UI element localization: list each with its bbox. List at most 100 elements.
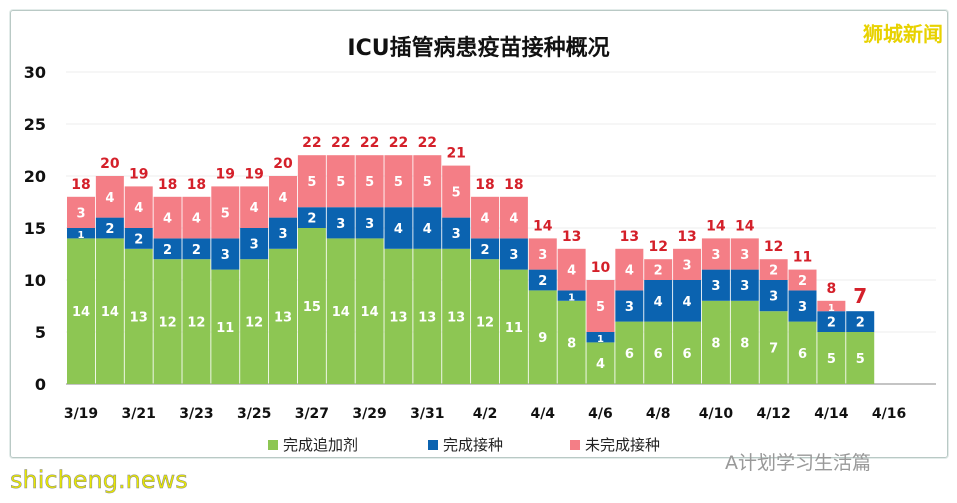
segment-label: 3: [740, 279, 749, 294]
segment-label: 3: [76, 206, 85, 221]
segment-label: 1: [597, 334, 604, 345]
segment-label: 13: [274, 310, 292, 325]
total-label: 18: [187, 177, 206, 193]
total-label: 20: [100, 156, 120, 172]
x-tick-label: 4/10: [699, 406, 734, 422]
segment-label: 3: [336, 217, 345, 232]
bar-segment: [701, 269, 730, 301]
bar-segment: [759, 311, 788, 384]
bar-segment: [701, 238, 730, 270]
segment-label: 11: [505, 321, 523, 336]
bar-segment: [644, 259, 673, 280]
total-label: 22: [418, 135, 437, 151]
segment-label: 5: [307, 175, 316, 190]
bar-segment: [673, 248, 702, 280]
total-label: 14: [533, 218, 553, 234]
segment-label: 6: [625, 347, 634, 362]
legend-swatch: [268, 439, 278, 450]
bar-segment: [644, 321, 673, 384]
segment-label: 14: [101, 305, 119, 320]
total-label: 22: [302, 135, 321, 151]
bar-segment: [153, 259, 182, 384]
segment-label: 8: [567, 336, 576, 351]
bar-segment: [413, 207, 442, 249]
segment-label: 4: [625, 264, 634, 279]
total-label: 14: [706, 218, 726, 234]
x-tick-label: 3/27: [295, 406, 329, 422]
bar-segment: [557, 300, 586, 384]
y-tick-label: 15: [24, 219, 46, 238]
bar-segment: [471, 238, 500, 260]
bar-segment: [730, 300, 759, 384]
total-label: 19: [216, 166, 235, 182]
bar-segment: [557, 248, 586, 291]
x-tick-label: 3/23: [179, 406, 213, 422]
bar-segment: [153, 238, 182, 260]
bar-segment: [95, 217, 124, 239]
segment-label: 4: [683, 295, 692, 310]
bar-segment: [442, 248, 471, 384]
segment-label: 3: [798, 300, 807, 315]
legend-swatch: [570, 439, 580, 450]
bar-segment: [326, 155, 355, 208]
bar-segment: [124, 228, 153, 249]
bar-segment: [297, 228, 326, 384]
x-tick-label: 4/6: [588, 406, 613, 422]
legend-label: 完成接种: [443, 436, 504, 454]
bar-segment: [355, 155, 384, 208]
bar-segment: [153, 196, 182, 239]
segment-label: 2: [163, 243, 172, 258]
segment-label: 14: [72, 305, 90, 320]
segment-label: 3: [711, 248, 720, 263]
segment-label: 3: [769, 290, 778, 305]
segment-label: 3: [711, 279, 720, 294]
y-tick-label: 10: [24, 271, 46, 290]
bar-segment: [297, 207, 326, 228]
segment-label: 12: [187, 316, 205, 331]
total-label: 8: [826, 281, 836, 297]
segment-label: 1: [828, 303, 835, 314]
total-label: 19: [129, 166, 148, 182]
legend-item-booster: 完成追加剂: [268, 434, 358, 455]
bar-segment: [499, 269, 528, 384]
segment-label: 2: [654, 264, 663, 279]
segment-label: 9: [538, 331, 547, 346]
segment-label: 5: [365, 175, 374, 190]
brand-logo: 狮城新闻: [863, 22, 943, 46]
bar-segment: [528, 269, 557, 291]
bar-segment: [817, 332, 846, 384]
bar-segment: [355, 238, 384, 384]
bar-segment: [846, 311, 875, 332]
segment-label: 12: [159, 316, 177, 331]
bar-segment: [67, 228, 95, 239]
segment-label: 3: [509, 248, 518, 263]
segment-label: 2: [856, 316, 865, 331]
total-label: 10: [591, 260, 611, 276]
segment-label: 5: [394, 175, 403, 190]
total-label: 22: [331, 135, 350, 151]
bar-segment: [499, 196, 528, 239]
segment-label: 2: [105, 222, 114, 237]
segment-label: 3: [683, 258, 692, 273]
total-label: 18: [71, 177, 90, 193]
bar-segment: [586, 342, 615, 384]
segment-label: 5: [856, 352, 865, 367]
segment-label: 6: [683, 347, 692, 362]
y-tick-label: 5: [35, 323, 46, 342]
bar-segment: [240, 186, 269, 228]
bar-segment: [182, 238, 211, 260]
bar-segment: [95, 238, 124, 384]
total-label: 20: [273, 156, 293, 172]
bar-segment: [384, 155, 413, 208]
bar-segment: [269, 248, 298, 384]
bar-segment: [413, 248, 442, 384]
total-label: 22: [389, 135, 408, 151]
segment-label: 13: [389, 310, 407, 325]
bar-segment: [326, 238, 355, 384]
total-label: 12: [648, 239, 667, 255]
segment-label: 3: [740, 248, 749, 263]
segment-label: 6: [654, 347, 663, 362]
bar-segment: [788, 290, 817, 322]
bar-segment: [817, 300, 846, 312]
